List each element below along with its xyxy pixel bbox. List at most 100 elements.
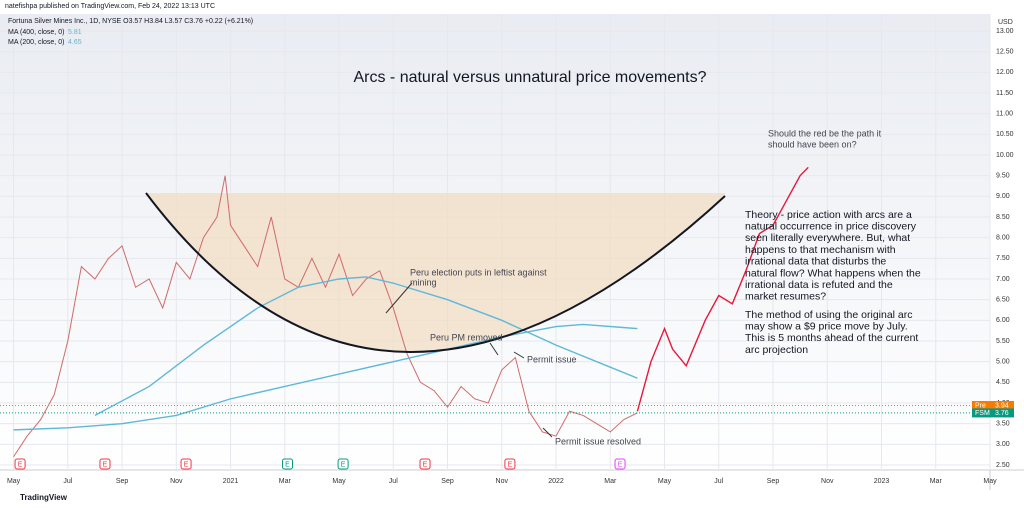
ma-label: MA (200, close, 0) (8, 39, 64, 46)
event-label: E (618, 461, 623, 468)
annotation-line: may show a $9 price move by July. (745, 320, 908, 332)
x-tick-label: Mar (279, 478, 292, 485)
x-tick-label: Mar (930, 478, 943, 485)
annotation: Permit issue (527, 354, 577, 364)
annotation-line: arc projection (745, 344, 808, 356)
price-label-name: Pre (975, 402, 986, 409)
x-tick-label: Jul (389, 478, 398, 485)
x-tick-label: May (332, 478, 346, 485)
arc-shade (146, 193, 725, 353)
ma-value: 4.65 (68, 39, 82, 46)
y-tick-label: 6.50 (996, 297, 1010, 304)
ma-label: MA (400, close, 0) (8, 29, 64, 36)
x-tick-label: Sep (767, 478, 780, 485)
publisher: natefishpa published on TradingView.com,… (5, 3, 215, 10)
series-line (94, 276, 638, 417)
symbol-info: Fortuna Silver Mines Inc., 1D, NYSE O3.5… (8, 18, 253, 25)
y-tick-label: 8.00 (996, 235, 1010, 242)
x-tick-label: May (7, 478, 21, 485)
annotation: Peru PM removed (430, 332, 503, 342)
price-label-box (972, 400, 1014, 410)
x-tick-label: Jul (714, 478, 723, 485)
ma-value: 5.81 (68, 29, 82, 36)
annotation-line: seen literally everywhere. But, what (745, 232, 910, 244)
y-tick-label: 4.50 (996, 379, 1010, 386)
x-tick-label: Nov (821, 478, 834, 485)
y-tick-label: 7.00 (996, 276, 1010, 283)
event-label: E (103, 461, 108, 468)
series-line (636, 166, 809, 412)
y-tick-label: 3.00 (996, 441, 1010, 448)
annotation-line: natural flow? What happens when the (745, 267, 921, 279)
annotation-line: irrational data that disturbs the (745, 256, 886, 268)
price-label-value: 3.76 (995, 410, 1009, 417)
x-tick-label: 2022 (548, 478, 564, 485)
event-label: E (341, 461, 346, 468)
arrow (489, 342, 499, 356)
y-tick-label: 8.50 (996, 214, 1010, 221)
event-label: E (18, 461, 23, 468)
annotation-line: natural occurrence in price discovery (745, 220, 917, 232)
event-label: E (285, 461, 290, 468)
annotation: Peru election puts in leftist against (410, 267, 547, 277)
event-marker (419, 458, 431, 470)
y-tick-label: 11.00 (996, 111, 1013, 118)
y-tick-label: 10.50 (996, 131, 1014, 138)
y-tick-label: 12.00 (996, 69, 1014, 76)
event-marker (282, 458, 294, 470)
arrows (385, 282, 553, 438)
annotation: should have been on? (768, 139, 857, 149)
y-tick-label: 10.00 (996, 152, 1014, 159)
x-tick-label: May (658, 478, 672, 485)
event-label: E (184, 461, 189, 468)
x-tick-label: Jul (63, 478, 72, 485)
event-marker (99, 458, 111, 470)
arc (145, 192, 726, 353)
event-label: E (508, 461, 513, 468)
annotation: Should the red be the path it (768, 128, 882, 138)
annotation-line: Theory - price action with arcs are a (745, 209, 912, 221)
event-marker (614, 458, 626, 470)
event-marker (14, 458, 26, 470)
y-tick-label: 5.00 (996, 359, 1010, 366)
arrow (513, 351, 525, 359)
y-tick-label: 9.50 (996, 173, 1010, 180)
series-line (13, 323, 638, 431)
annotation: Permit issue resolved (555, 436, 641, 446)
y-tick-label: 12.50 (996, 49, 1014, 56)
event-label: E (423, 461, 428, 468)
annotation-line: This is 5 months ahead of the current (745, 332, 918, 344)
chart-title: Arcs - natural versus unnatural price mo… (353, 69, 706, 86)
price-label-name: FSM (975, 410, 990, 417)
x-tick-label: Mar (604, 478, 617, 485)
y-tick-label: 11.50 (996, 90, 1013, 97)
annotation-line: market resumes? (745, 291, 826, 303)
y-tick-label: 5.50 (996, 338, 1010, 345)
footer-logo: TradingView (20, 493, 68, 502)
y-tick-label: 13.00 (996, 28, 1014, 35)
price-label-box (972, 408, 1014, 418)
x-tick-label: Nov (496, 478, 509, 485)
x-tick-label: Sep (116, 478, 129, 485)
y-tick-label: 6.00 (996, 317, 1010, 324)
y-tick-label: 3.50 (996, 421, 1010, 428)
event-marker (337, 458, 349, 470)
annotation: mining (410, 277, 437, 287)
price-label-value: 3.94 (995, 402, 1009, 409)
series-line (13, 175, 638, 458)
y-tick-label: 2.50 (996, 462, 1010, 469)
event-marker (180, 458, 192, 470)
x-tick-label: 2023 (874, 478, 890, 485)
y-tick-label: 9.00 (996, 193, 1010, 200)
annotation-line: The method of using the original arc (745, 309, 913, 321)
arrow (542, 427, 553, 438)
arrow (385, 282, 413, 314)
x-tick-label: Nov (170, 478, 183, 485)
annotation-line: happens to that mechanism with (745, 244, 896, 256)
y-tick-label: 7.50 (996, 255, 1010, 262)
currency: USD (998, 19, 1013, 26)
x-tick-label: 2021 (223, 478, 239, 485)
event-marker (504, 458, 516, 470)
x-tick-label: Sep (441, 478, 454, 485)
